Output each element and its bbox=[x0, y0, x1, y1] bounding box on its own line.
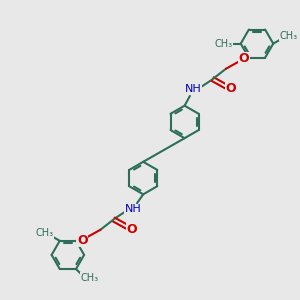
Text: O: O bbox=[225, 82, 236, 95]
Text: O: O bbox=[126, 223, 137, 236]
Text: O: O bbox=[77, 234, 88, 247]
Text: CH₃: CH₃ bbox=[35, 228, 54, 238]
Text: CH₃: CH₃ bbox=[80, 273, 98, 283]
Text: O: O bbox=[239, 52, 249, 65]
Text: NH: NH bbox=[124, 204, 141, 214]
Text: NH: NH bbox=[185, 84, 202, 94]
Text: CH₃: CH₃ bbox=[215, 39, 233, 49]
Text: CH₃: CH₃ bbox=[279, 31, 298, 41]
